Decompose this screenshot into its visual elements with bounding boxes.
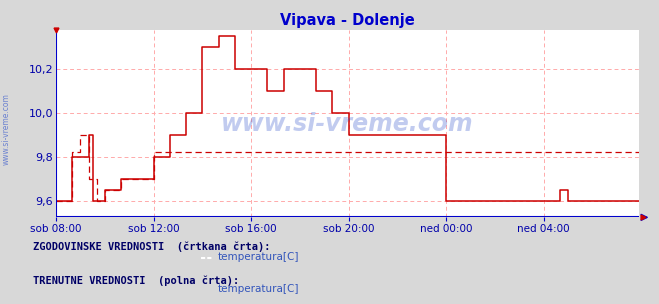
Title: Vipava - Dolenje: Vipava - Dolenje [280,13,415,28]
Text: temperatura[C]: temperatura[C] [217,284,299,294]
Text: TRENUTNE VREDNOSTI  (polna črta):: TRENUTNE VREDNOSTI (polna črta): [33,275,239,286]
Text: www.si-vreme.com: www.si-vreme.com [2,93,11,165]
Text: temperatura[C]: temperatura[C] [217,252,299,262]
Text: ZGODOVINSKE VREDNOSTI  (črtkana črta):: ZGODOVINSKE VREDNOSTI (črtkana črta): [33,242,270,252]
Text: www.si-vreme.com: www.si-vreme.com [221,112,474,136]
